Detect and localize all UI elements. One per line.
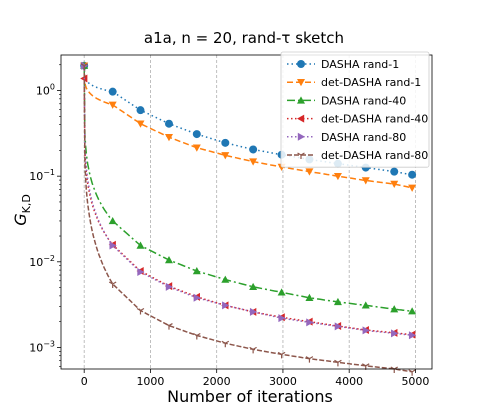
data-point <box>408 369 416 376</box>
data-point <box>297 114 305 123</box>
data-point <box>164 119 173 128</box>
data-point <box>408 307 417 315</box>
legend-label: DASHA rand-1 <box>321 58 399 71</box>
y-tick-label: 10−3 <box>29 339 55 354</box>
legend-label: det-DASHA rand-1 <box>321 76 421 89</box>
x-tick-label: 0 <box>81 375 88 388</box>
data-point <box>249 282 258 291</box>
data-point <box>136 307 145 315</box>
data-point <box>108 101 117 109</box>
legend-label: det-DASHA rand-80 <box>321 149 428 162</box>
data-point <box>390 167 399 176</box>
legend-box <box>280 51 430 168</box>
data-point <box>277 351 286 359</box>
data-point <box>193 332 201 340</box>
data-point <box>390 305 399 313</box>
data-point <box>297 60 305 68</box>
x-axis-label: Number of iterations <box>167 387 333 406</box>
data-point <box>390 180 399 189</box>
data-point <box>277 288 286 296</box>
chart-title: a1a, n = 20, rand-τ sketch <box>144 29 344 47</box>
data-point <box>165 323 173 330</box>
data-point <box>297 79 305 87</box>
legend-entry: DASHA rand-80 <box>287 131 406 144</box>
plot-area-frame <box>60 54 433 370</box>
series-dasha-rand-40 <box>80 61 417 315</box>
legend-label: det-DASHA rand-40 <box>321 113 428 126</box>
legend-entry: det-DASHA rand-40 <box>287 113 428 126</box>
x-tick-label: 3000 <box>269 375 297 388</box>
data-point <box>249 158 258 166</box>
data-point <box>109 241 117 250</box>
data-point <box>192 144 201 152</box>
x-tick-label: 1000 <box>136 375 164 388</box>
data-point <box>193 293 201 302</box>
data-point <box>361 177 370 185</box>
data-point <box>221 138 230 147</box>
data-point <box>278 314 286 323</box>
data-point <box>297 132 305 141</box>
data-point <box>136 106 145 115</box>
data-point <box>164 134 173 142</box>
data-point <box>333 297 342 306</box>
legend: DASHA rand-1 det-DASHA rand-1 DASHA rand-4… <box>280 51 430 168</box>
data-point <box>221 275 230 283</box>
data-point <box>297 96 305 104</box>
data-point <box>305 356 314 363</box>
data-point <box>80 63 88 70</box>
legend-entry: DASHA rand-40 <box>287 94 406 107</box>
data-point <box>108 216 117 225</box>
data-point <box>334 359 342 367</box>
series-dasha-rand-80 <box>80 61 417 340</box>
x-tick-label: 2000 <box>203 375 231 388</box>
data-point <box>136 241 145 249</box>
x-tick-label: 4000 <box>335 375 363 388</box>
y-axis-label-subscript: K,D <box>20 194 33 213</box>
data-point <box>136 120 145 128</box>
data-point <box>137 268 145 277</box>
legend-entry: det-DASHA rand-80 <box>287 149 428 162</box>
series-det-dasha-rand-80 <box>80 63 416 376</box>
data-point <box>306 318 314 327</box>
data-point <box>333 172 342 181</box>
data-point <box>249 307 258 316</box>
data-point <box>221 340 230 348</box>
y-axis-label: GK,D <box>11 194 33 226</box>
data-point <box>408 170 417 179</box>
y-axis-label-main: G <box>11 213 30 225</box>
data-point <box>408 184 417 192</box>
data-point <box>361 301 370 309</box>
y-tick-label: 10−1 <box>29 168 55 183</box>
legend-label: DASHA rand-40 <box>321 94 406 107</box>
legend-entry: det-DASHA rand-1 <box>287 76 421 89</box>
data-point <box>108 281 117 289</box>
legend-entry: DASHA rand-1 <box>287 58 399 71</box>
data-point <box>305 168 314 176</box>
data-point <box>108 87 117 96</box>
data-point <box>391 329 399 338</box>
data-point <box>221 152 230 160</box>
data-point <box>408 331 417 340</box>
data-point <box>297 152 305 159</box>
data-point <box>305 293 314 301</box>
y-tick-label: 10−2 <box>29 254 55 269</box>
data-point <box>165 282 173 291</box>
data-point <box>192 267 201 275</box>
data-point <box>164 255 173 264</box>
data-point <box>362 326 370 335</box>
data-point <box>222 301 230 310</box>
axis-ticks: 0 1000 2000 3000 4000 5000 10−3 10−2 10−1 100 <box>29 64 429 388</box>
data-point <box>249 145 258 154</box>
data-point <box>334 322 342 331</box>
x-tick-label: 5000 <box>401 375 429 388</box>
y-tick-label: 100 <box>36 83 55 98</box>
data-point <box>192 130 201 139</box>
legend-label: DASHA rand-80 <box>321 131 406 144</box>
data-point <box>249 346 257 354</box>
